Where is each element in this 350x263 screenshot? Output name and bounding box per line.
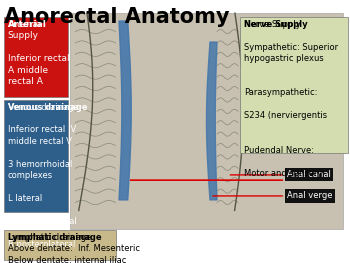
Polygon shape [206, 42, 217, 200]
Bar [4, 100, 68, 212]
Text: Lymphatic drainage
Above dentate:  Inf. Mesenteric
Below dentate: internal iliac: Lymphatic drainage Above dentate: Inf. M… [8, 233, 140, 263]
Text: Arterial: Arterial [8, 20, 47, 29]
Text: Lymphatic drainage: Lymphatic drainage [8, 233, 101, 242]
Text: Anorectal Anatomy: Anorectal Anatomy [4, 7, 229, 27]
Polygon shape [119, 21, 131, 200]
Text: Arterial
Supply

Inferior rectal
A middle
rectal A: Arterial Supply Inferior rectal A middle… [8, 20, 69, 86]
Bar [4, 230, 116, 260]
Text: Venous drainage

Inferior rectal  V
middle rectal V

3 hemorrhoidal
complexes

L: Venous drainage Inferior rectal V middle… [8, 103, 78, 249]
Text: Nerve Supply

Sympathetic: Superior
hypogastric plexus


Parasympathetic:

S234 : Nerve Supply Sympathetic: Superior hypog… [244, 20, 338, 178]
Text: Anal verge: Anal verge [287, 191, 332, 200]
Bar [240, 17, 348, 153]
Bar [70, 13, 343, 229]
Text: Anal canal: Anal canal [287, 170, 331, 179]
Text: Nerve Supply: Nerve Supply [244, 20, 308, 29]
Bar [4, 17, 68, 97]
Text: Venous drainage: Venous drainage [8, 103, 87, 112]
